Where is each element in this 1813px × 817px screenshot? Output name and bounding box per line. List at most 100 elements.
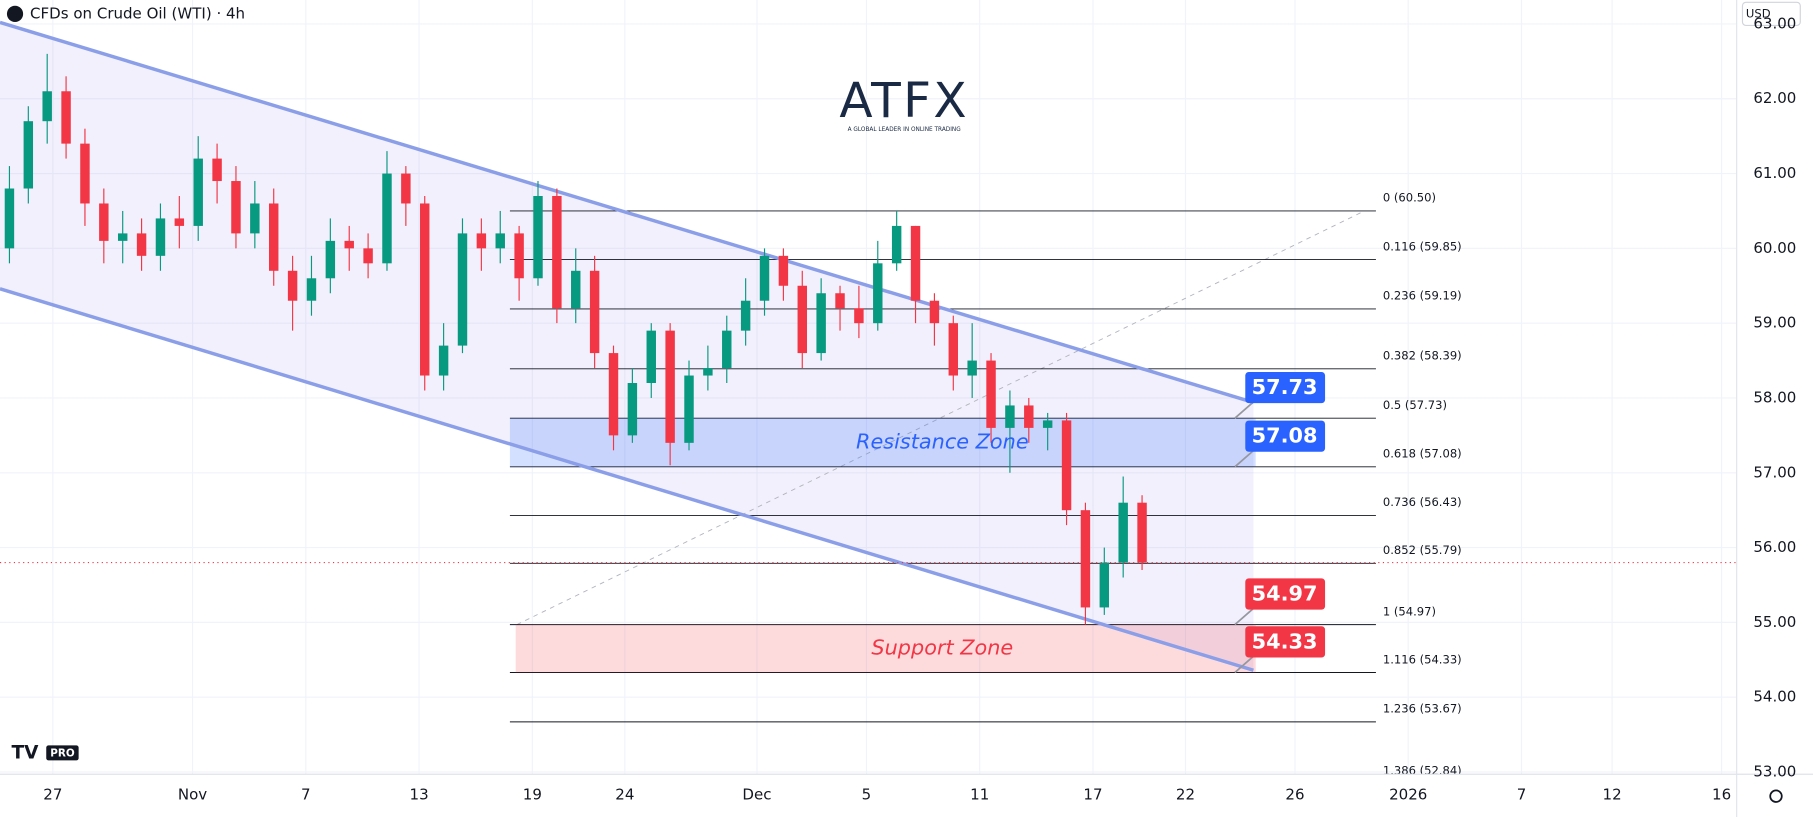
y-tick-label: 59.00 — [1753, 314, 1796, 332]
x-tick-label: 7 — [1517, 786, 1527, 804]
fib-label: 0.236 (59.19) — [1383, 289, 1462, 303]
channel-lower — [0, 287, 1254, 672]
candle-body — [1099, 562, 1110, 608]
y-tick-label: 57.00 — [1753, 463, 1796, 481]
candle-body — [835, 293, 845, 309]
candle-body — [627, 383, 638, 436]
candle-body — [136, 233, 147, 256]
candle-body — [722, 330, 732, 369]
fib-label: 0.116 (59.85) — [1383, 239, 1462, 253]
y-tick-label: 63.00 — [1753, 14, 1796, 32]
x-tick-label: 2026 — [1389, 786, 1427, 804]
fib-label: 0.618 (57.08) — [1383, 447, 1462, 461]
x-tick-label: 12 — [1603, 786, 1622, 804]
x-tick-label: 19 — [523, 786, 542, 804]
fib-label: 0.852 (55.79) — [1383, 543, 1462, 557]
x-tick-label: 24 — [615, 786, 634, 804]
x-tick-label: 13 — [410, 786, 429, 804]
candle-body — [552, 195, 562, 309]
zone-label: Resistance Zone — [856, 429, 1029, 453]
candle-body — [1005, 405, 1015, 428]
candle-body — [646, 330, 656, 384]
tag-leader — [1234, 607, 1254, 626]
badge: PRO — [50, 747, 75, 759]
x-tick-label: 16 — [1712, 786, 1731, 804]
candle-body — [929, 300, 940, 324]
tag-leader — [1234, 449, 1254, 468]
currency-box[interactable] — [1741, 1, 1801, 27]
candle-body — [514, 233, 524, 279]
candle-body — [193, 158, 203, 226]
logo-text: ATFX — [839, 73, 969, 129]
tag-leader — [1234, 401, 1254, 419]
candle-body — [23, 121, 34, 189]
candle-body — [61, 91, 71, 144]
candle-body — [495, 233, 505, 249]
fib-label: 0 (60.50) — [1383, 191, 1436, 205]
chart-title[interactable]: CFDs on Crude Oil (WTI) · 4h — [30, 4, 245, 22]
candle-body — [1137, 502, 1147, 563]
x-tick-label: 22 — [1176, 786, 1195, 804]
candle-body — [608, 353, 619, 436]
price-tag — [1245, 626, 1326, 658]
candle-body — [438, 345, 449, 376]
y-tick-label: 55.00 — [1753, 613, 1796, 631]
y-tick-label: 53.00 — [1753, 763, 1796, 781]
x-tick-label: Dec — [742, 786, 771, 804]
fib-label: 0.5 (57.73) — [1383, 398, 1447, 412]
candle-body — [231, 181, 241, 234]
y-tick-label: 58.00 — [1753, 388, 1796, 406]
price-tag-label: 54.33 — [1252, 629, 1318, 653]
y-tick-label: 61.00 — [1753, 164, 1796, 182]
price-tag-label: 54.97 — [1252, 582, 1318, 606]
price-tag — [1245, 420, 1326, 452]
candle-body — [1080, 510, 1091, 608]
fib-label: 0.736 (56.43) — [1383, 495, 1462, 509]
candle-body — [986, 360, 996, 428]
y-tick-label: 62.00 — [1753, 89, 1796, 107]
x-tick-label: 11 — [970, 786, 989, 804]
candle-body — [250, 203, 260, 234]
channel-fill — [0, 22, 1254, 671]
candle-body — [457, 233, 468, 346]
tv-logo: TV — [12, 742, 40, 763]
logo-tagline: A GLOBAL LEADER IN ONLINE TRADING — [848, 127, 961, 133]
price-tag — [1245, 578, 1326, 610]
candle-body — [1061, 420, 1072, 511]
candle-body — [174, 218, 185, 226]
tag-leader — [1234, 655, 1254, 674]
candle-body — [665, 330, 675, 443]
candle-body — [533, 195, 543, 279]
candle-body — [571, 270, 581, 309]
candle-body — [797, 285, 807, 354]
candle-body — [306, 278, 317, 301]
candle-body — [910, 225, 921, 301]
candle-body — [740, 300, 751, 331]
candle-body — [891, 225, 902, 264]
candle-body — [155, 218, 166, 256]
price-tag — [1245, 371, 1326, 404]
candle-body — [344, 240, 354, 249]
candle-body — [117, 233, 128, 241]
candle-body — [212, 158, 222, 182]
y-tick-label: 56.00 — [1753, 538, 1796, 556]
fib-label: 0.382 (58.39) — [1383, 349, 1462, 363]
candle-body — [1118, 502, 1128, 563]
badge-box — [46, 745, 79, 761]
fib-label: 1 (54.97) — [1383, 604, 1436, 618]
candle-body — [759, 255, 770, 301]
candle-body — [684, 375, 694, 443]
x-tick-label: 7 — [301, 786, 311, 804]
candle-body — [42, 91, 52, 122]
overlay: Resistance Zone 57.73 57.08 Support Zone 54.… — [856, 371, 1326, 674]
settings-icon[interactable] — [1769, 789, 1783, 803]
candle-body — [948, 323, 959, 376]
candle-body — [382, 173, 392, 264]
channel-upper — [0, 20, 1254, 405]
candle-body — [476, 233, 487, 249]
currency[interactable]: USD — [1746, 6, 1771, 20]
symbol-icon — [6, 5, 24, 22]
x-tick-label: 26 — [1285, 786, 1304, 804]
candle-body — [873, 263, 883, 324]
